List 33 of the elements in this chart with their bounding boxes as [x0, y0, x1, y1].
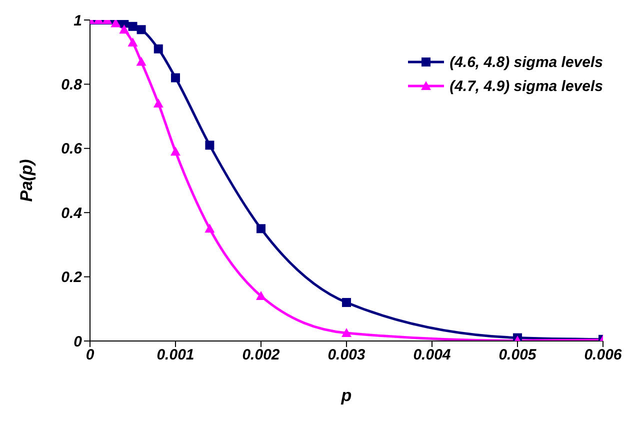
y-tick-label: 0.6: [61, 140, 83, 158]
x-tick-label: 0.005: [498, 346, 537, 364]
point: [136, 25, 146, 34]
y-tick-label: 0.4: [61, 204, 83, 222]
point: [171, 73, 180, 82]
point: [204, 224, 215, 233]
y-tick-label: 1: [74, 12, 82, 30]
y-tick-label: 0: [74, 333, 83, 350]
point: [205, 140, 214, 150]
x-tick-label: 0.004: [413, 346, 452, 364]
point: [170, 146, 180, 156]
point: [153, 98, 164, 108]
point: [342, 298, 351, 307]
point: [110, 20, 121, 28]
y-tick-label: 0.2: [61, 269, 83, 286]
point: [256, 224, 266, 234]
x-tick-label: 0.002: [242, 346, 280, 364]
point: [256, 291, 266, 300]
point: [128, 37, 138, 46]
x-axis-title: p: [340, 386, 352, 405]
x-tick-label: 0.006: [584, 346, 622, 364]
x-tick-label: 0: [86, 346, 95, 364]
point: [128, 22, 138, 31]
legend-label: (4.7, 4.9) sigma levels: [450, 78, 603, 94]
y-tick-label: 0.8: [61, 76, 83, 94]
point: [136, 56, 146, 66]
y-axis-title: Pa(p): [17, 158, 36, 202]
point: [342, 328, 352, 337]
x-tick-label: 0.001: [156, 346, 194, 364]
x-tick-label: 0.003: [328, 346, 366, 364]
point: [154, 44, 163, 54]
point: [119, 24, 130, 34]
legend-label: (4.6, 4.8) sigma levels: [450, 54, 603, 70]
